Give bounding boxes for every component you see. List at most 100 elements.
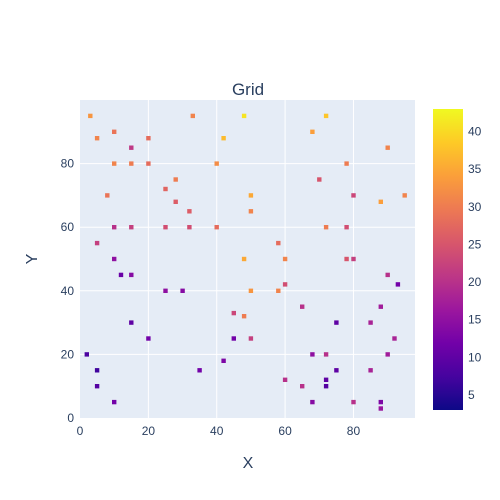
y-axis-ticks: 0 20 40 60 80: [61, 157, 75, 425]
heatmap-cell: [118, 272, 124, 278]
heatmap-cell: [282, 282, 288, 287]
heatmap-cell: [300, 304, 305, 309]
x-tick-label: 40: [210, 424, 224, 438]
heatmap-cell: [180, 288, 185, 293]
x-axis-ticks: 0 20 40 60 80: [77, 424, 361, 438]
colorbar-tick-label: 15: [468, 313, 482, 327]
x-tick-label: 0: [77, 424, 84, 438]
x-tick-label: 60: [278, 424, 292, 438]
heatmap-cell: [351, 193, 356, 198]
heatmap-cell: [197, 368, 202, 373]
heatmap-cell: [187, 209, 192, 214]
heatmap-cell: [310, 129, 315, 134]
heatmap-cell: [129, 272, 134, 278]
heatmap-cell: [129, 320, 134, 325]
heatmap-cell: [129, 161, 134, 166]
heatmap-cell: [323, 225, 329, 230]
heatmap-cell: [385, 352, 390, 357]
heatmap-cell: [385, 145, 390, 150]
heatmap-cell: [276, 240, 281, 246]
heatmap-cell: [248, 336, 254, 341]
heatmap-cell: [173, 177, 178, 182]
heatmap-cell: [129, 145, 134, 150]
heatmap-cell: [146, 336, 151, 341]
heatmap-cell: [112, 129, 117, 134]
chart-title: Grid: [232, 80, 264, 99]
y-tick-label: 80: [61, 157, 75, 171]
heatmap-cell: [317, 177, 322, 182]
heatmap-cell: [378, 399, 383, 405]
heatmap-cell: [94, 136, 100, 141]
heatmap-cell: [378, 304, 383, 309]
heatmap-cell: [378, 406, 383, 411]
heatmap-cell: [248, 193, 254, 198]
heatmap-cell: [310, 399, 315, 405]
heatmap-cell: [112, 161, 117, 166]
heatmap-cell: [323, 352, 329, 357]
heatmap-cell: [392, 336, 397, 341]
heatmap-cell: [112, 399, 117, 405]
heatmap-cell: [323, 377, 329, 382]
heatmap-cell: [163, 288, 168, 293]
x-tick-label: 20: [142, 424, 156, 438]
colorbar-tick-label: 40: [468, 125, 482, 139]
heatmap-cell: [248, 288, 254, 293]
heatmap-cell: [214, 225, 219, 230]
heatmap-cell: [241, 314, 247, 319]
heatmap-cell: [310, 352, 315, 357]
heatmap-cell: [129, 225, 134, 230]
heatmap-cell: [221, 136, 226, 141]
heatmap-cell: [378, 199, 383, 204]
colorbar-ticks: 5 10 15 20 25 30 35 40: [468, 125, 482, 402]
heatmap-cell: [385, 272, 390, 278]
plot-area: [80, 100, 415, 418]
heatmap-cell: [163, 225, 168, 230]
heatmap-cell: [173, 199, 178, 204]
heatmap-cell: [84, 352, 89, 357]
heatmap-cell: [94, 384, 100, 389]
heatmap-cell: [334, 320, 339, 325]
heatmap-cell: [112, 225, 117, 230]
heatmap-cells: [84, 113, 407, 411]
heatmap-cell: [351, 399, 356, 405]
colorbar-tick-label: 30: [468, 200, 482, 214]
heatmap-cell: [395, 282, 401, 287]
heatmap-cell: [231, 310, 236, 316]
heatmap-cell: [190, 113, 195, 119]
heatmap-cell: [344, 256, 349, 262]
heatmap-cell: [94, 240, 100, 246]
heatmap-cell: [248, 209, 254, 214]
colorbar-tick-label: 10: [468, 350, 482, 364]
heatmap-cell: [146, 136, 151, 141]
colorbar-tick-label: 5: [468, 388, 475, 402]
heatmap-cell: [402, 193, 407, 198]
heatmap-cell: [163, 186, 168, 192]
x-tick-label: 80: [347, 424, 361, 438]
y-tick-label: 20: [61, 347, 75, 361]
heatmap-cell: [105, 193, 110, 198]
colorbar: [433, 109, 463, 410]
heatmap-cell: [344, 161, 349, 166]
heatmap-cell: [368, 320, 373, 325]
y-tick-label: 40: [61, 284, 75, 298]
heatmap-cell: [300, 384, 305, 389]
y-axis-label: Y: [24, 253, 41, 264]
y-tick-label: 60: [61, 220, 75, 234]
heatmap-cell: [282, 256, 288, 262]
heatmap-cell: [241, 113, 247, 119]
heatmap-cell: [214, 161, 219, 166]
colorbar-tick-label: 25: [468, 237, 482, 251]
heatmap-cell: [146, 161, 151, 166]
heatmap-cell: [276, 288, 281, 293]
heatmap-cell: [334, 368, 339, 373]
heatmap-cell: [323, 384, 329, 389]
x-axis-label: X: [243, 455, 254, 472]
heatmap-cell: [94, 368, 100, 373]
heatmap-cell: [344, 225, 349, 230]
heatmap-cell: [88, 113, 93, 119]
heatmap-cell: [368, 368, 373, 373]
colorbar-tick-label: 20: [468, 275, 482, 289]
y-tick-label: 0: [67, 411, 74, 425]
heatmap-cell: [221, 358, 226, 363]
